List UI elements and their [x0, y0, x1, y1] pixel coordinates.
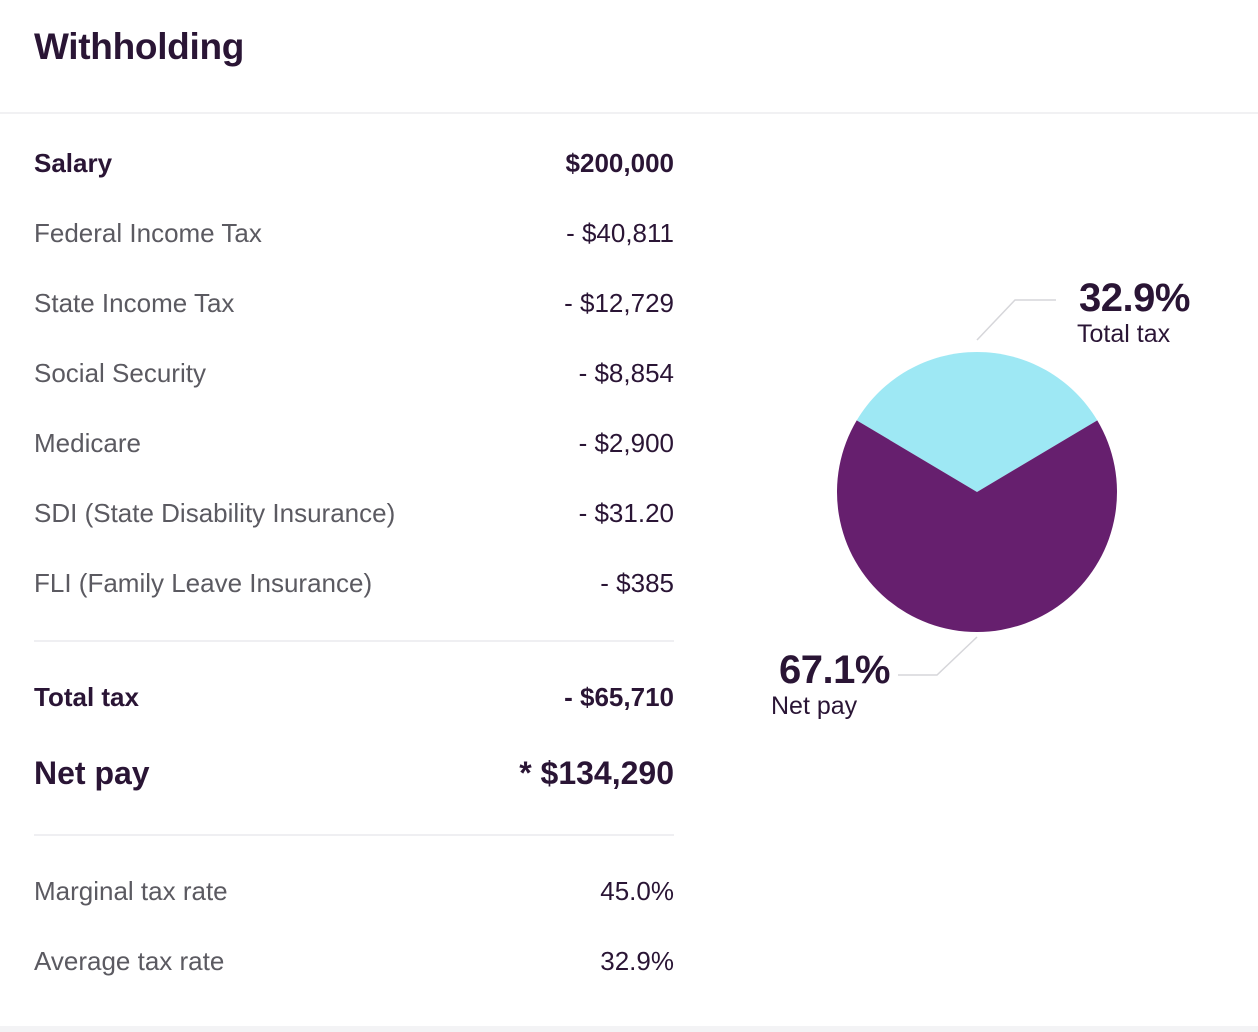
medicare-label: Medicare: [34, 427, 141, 458]
average-rate-value: 32.9%: [600, 945, 674, 976]
state-tax-row: State Income Tax - $12,729: [34, 280, 674, 326]
sdi-value: - $31.20: [578, 497, 674, 528]
total-tax-percent: 32.9%: [1079, 276, 1190, 320]
average-rate-row: Average tax rate 32.9%: [34, 938, 674, 984]
net-pay-value: * $134,290: [519, 754, 674, 791]
social-security-row: Social Security - $8,854: [34, 350, 674, 396]
sdi-label: SDI (State Disability Insurance): [34, 497, 396, 528]
total-tax-value: - $65,710: [564, 681, 674, 712]
net-pay-label: Net pay: [34, 754, 150, 791]
net-pay-row: Net pay * $134,290: [34, 748, 674, 798]
fli-value: - $385: [600, 567, 674, 598]
federal-tax-row: Federal Income Tax - $40,811: [34, 210, 674, 256]
divider: [34, 640, 674, 642]
leader-line-total-tax: [976, 299, 1056, 341]
leader-line-net-pay: [898, 636, 978, 676]
net-pay-chart-label: Net pay: [771, 692, 858, 720]
pie-slice-total-tax: [856, 352, 1098, 492]
medicare-value: - $2,900: [578, 427, 674, 458]
net-pay-percent: 67.1%: [779, 648, 890, 692]
fli-row: FLI (Family Leave Insurance) - $385: [34, 560, 674, 606]
social-security-label: Social Security: [34, 357, 206, 388]
federal-tax-value: - $40,811: [566, 217, 674, 248]
divider: [34, 834, 674, 836]
social-security-value: - $8,854: [578, 357, 674, 388]
sdi-row: SDI (State Disability Insurance) - $31.2…: [34, 490, 674, 536]
marginal-rate-value: 45.0%: [600, 875, 674, 906]
average-rate-label: Average tax rate: [34, 945, 225, 976]
bottom-bar: [0, 1026, 1258, 1032]
marginal-rate-row: Marginal tax rate 45.0%: [34, 868, 674, 914]
total-tax-row: Total tax - $65,710: [34, 674, 674, 720]
salary-row: Salary $200,000: [34, 140, 674, 186]
pie-slice-net-pay: [837, 420, 1117, 632]
state-tax-label: State Income Tax: [34, 287, 235, 318]
total-tax-label: Total tax: [34, 681, 139, 712]
total-tax-chart-label: Total tax: [1077, 320, 1171, 348]
marginal-rate-label: Marginal tax rate: [34, 875, 228, 906]
header: Withholding: [0, 0, 1258, 114]
salary-label: Salary: [34, 147, 113, 178]
state-tax-value: - $12,729: [564, 287, 674, 318]
page-title: Withholding: [34, 26, 245, 67]
medicare-row: Medicare - $2,900: [34, 420, 674, 466]
fli-label: FLI (Family Leave Insurance): [34, 567, 373, 598]
federal-tax-label: Federal Income Tax: [34, 217, 262, 248]
salary-value: $200,000: [565, 147, 674, 178]
